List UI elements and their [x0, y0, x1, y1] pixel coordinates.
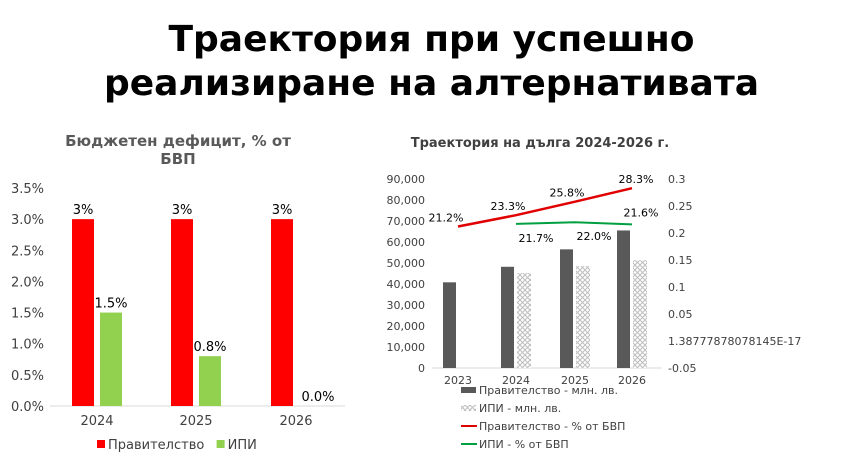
data-label-government: 25.8% — [550, 187, 585, 200]
legend-swatch — [461, 387, 476, 393]
line-government-pct — [457, 186, 633, 228]
legend-swatch — [216, 440, 225, 448]
y-left-tick-label: 90,000 — [387, 173, 426, 186]
bar-government-debt — [501, 266, 514, 368]
y-right-tick-label: 0.3 — [668, 173, 686, 186]
x-tick-label: 2024 — [80, 414, 113, 429]
y-left-tick-label: 0 — [418, 362, 425, 375]
y-right-tick-label: 0.1 — [668, 281, 686, 294]
y-right-tick-label: 0.15 — [668, 254, 693, 267]
y-tick-label: 3.0% — [11, 213, 44, 228]
y-tick-label: 0.0% — [11, 400, 44, 415]
data-label: 3% — [172, 203, 193, 218]
y-tick-label: 2.0% — [11, 275, 44, 290]
data-label-ipi: 21.7% — [519, 232, 554, 245]
legend-swatch — [97, 440, 105, 448]
title-line-2: реализиране на алтернативата — [104, 63, 759, 104]
x-tick-label: 2025 — [561, 374, 589, 387]
bar-government — [72, 219, 94, 406]
legend-label: ИПИ — [228, 438, 257, 453]
bar-ipi — [199, 356, 221, 406]
bar-ipi-debt — [576, 266, 590, 368]
legend-label: Правителство — [108, 438, 204, 453]
y-left-tick-label: 40,000 — [387, 278, 426, 291]
y-right-tick-label: 0.05 — [668, 308, 693, 321]
y-tick-label: 3.5% — [11, 182, 44, 197]
legend-label: ИПИ - млн. лв. — [479, 402, 561, 415]
y-left-tick-label: 60,000 — [387, 236, 426, 249]
y-tick-label: 2.5% — [11, 244, 44, 259]
y-left-tick-label: 80,000 — [387, 194, 426, 207]
bar-government-debt — [617, 230, 630, 368]
y-right-tick-label: 0.25 — [668, 200, 693, 213]
title-line-1: Траектория при успешно — [168, 19, 695, 60]
data-label: 3% — [73, 203, 94, 218]
bar-government-debt — [560, 249, 573, 368]
bar-ipi — [100, 312, 122, 406]
legend-label: ИПИ - % от БВП — [479, 438, 569, 451]
legend-label: Правителство - млн. лв. — [479, 384, 618, 397]
data-label-government: 23.3% — [491, 200, 526, 213]
data-label: 1.5% — [94, 297, 127, 312]
bar-government-debt — [443, 282, 456, 368]
y-right-tick-label: 1.38777878078145E-17 — [668, 335, 801, 348]
debt-chart-title: Траектория на дълга 2024-2026 г. — [411, 136, 670, 151]
x-tick-label: 2025 — [179, 414, 212, 429]
deficit-chart-title-1: Бюджетен дефицит, % от — [65, 132, 291, 150]
bar-ipi-debt — [517, 273, 531, 368]
y-tick-label: 1.0% — [11, 338, 44, 353]
data-label-government: 28.3% — [619, 173, 654, 186]
x-tick-label: 2026 — [618, 374, 646, 387]
slide-title: Траектория при успешно реализиране на ал… — [0, 18, 863, 106]
legend-label: Правителство - % от БВП — [479, 420, 625, 433]
data-label-ipi: 21.6% — [624, 206, 659, 219]
x-tick-label: 2023 — [444, 374, 472, 387]
y-left-tick-label: 20,000 — [387, 320, 426, 333]
bar-ipi-debt — [633, 260, 647, 368]
bar-government — [271, 219, 293, 406]
x-tick-label: 2026 — [279, 414, 312, 429]
legend-swatch — [461, 405, 476, 411]
line-ipi-pct — [515, 221, 633, 226]
y-tick-label: 1.5% — [11, 307, 44, 322]
data-label: 3% — [272, 203, 293, 218]
y-tick-label: 0.5% — [11, 369, 44, 384]
y-right-tick-label: -0.05 — [668, 362, 696, 375]
y-right-tick-label: 0.2 — [668, 227, 686, 240]
data-label: 0.8% — [193, 340, 226, 355]
y-left-tick-label: 30,000 — [387, 299, 426, 312]
data-label-government: 21.2% — [429, 212, 464, 225]
y-left-tick-label: 70,000 — [387, 215, 426, 228]
y-left-tick-label: 50,000 — [387, 257, 426, 270]
deficit-chart-title-2: БВП — [160, 150, 195, 168]
y-left-tick-label: 10,000 — [387, 341, 426, 354]
x-tick-label: 2024 — [502, 374, 530, 387]
bar-government — [171, 219, 193, 406]
data-label: 0.0% — [301, 390, 334, 405]
data-label-ipi: 22.0% — [577, 230, 612, 243]
